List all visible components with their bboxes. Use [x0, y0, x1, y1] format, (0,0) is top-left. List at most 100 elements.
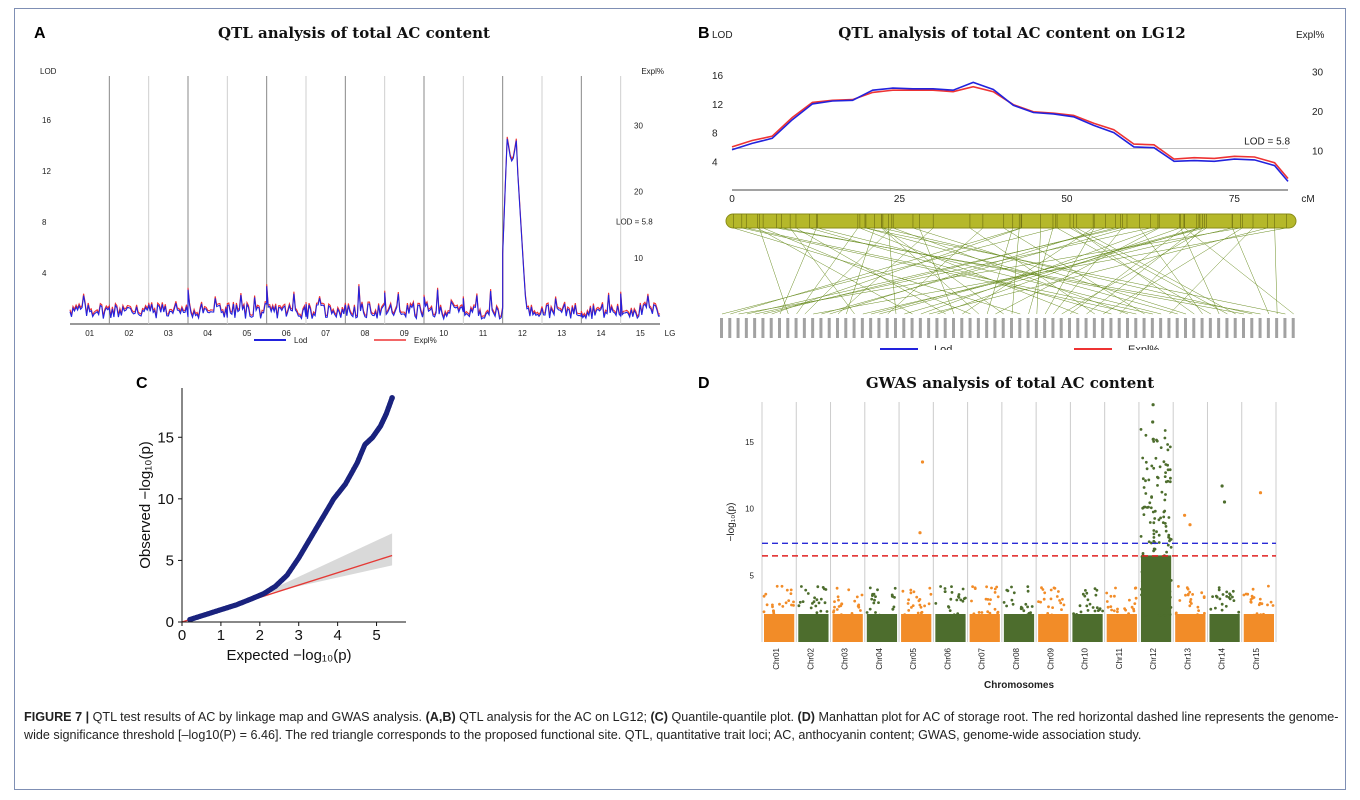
panel-d-point: [1127, 612, 1130, 616]
panel-d-point: [927, 602, 931, 606]
panel-d-point: [977, 611, 981, 614]
panel-b-marker-link: [1069, 227, 1228, 315]
panel-b-marker-link: [887, 227, 984, 315]
panel-d-point: [1258, 597, 1262, 601]
panel-d-chart: D GWAS analysis of total AC content Chr0…: [698, 374, 1277, 691]
caption-intro: QTL test results of AC by linkage map an…: [92, 710, 423, 724]
panel-d-point: [816, 585, 820, 589]
panel-d-chr-label: Chr02: [806, 647, 815, 669]
panel-b-marker-link: [881, 227, 980, 315]
panel-b-marker-label: [918, 318, 922, 338]
panel-d-point: [1152, 536, 1156, 539]
panel-d-point: [1101, 609, 1104, 613]
panel-d-point: [1005, 604, 1008, 608]
panel-b-marker-label: [877, 318, 881, 338]
panel-d-point: [1220, 602, 1224, 606]
panel-b-marker-label: [836, 318, 839, 338]
panel-a-xtick: 06: [282, 329, 291, 338]
panel-b-marker-link: [995, 227, 1160, 315]
panel-d-point: [1148, 521, 1152, 524]
panel-d-point: [1006, 589, 1010, 593]
panel-d-point: [1010, 598, 1014, 602]
panel-d-point: [868, 586, 872, 590]
panel-d-point: [809, 606, 813, 610]
panel-a-ylabel: LOD: [40, 67, 57, 76]
panel-a-expl-line: [69, 136, 661, 319]
panel-d-point: [1095, 588, 1099, 592]
panel-b-marker-label: [1208, 318, 1212, 338]
panel-b-marker-label: [1010, 318, 1013, 338]
panel-d-point: [1148, 501, 1152, 505]
panel-d-point: [832, 609, 836, 613]
panel-d-chr-label: Chr15: [1252, 647, 1261, 669]
panel-b: B QTL analysis of total AC content on LG…: [692, 18, 1344, 350]
panel-d-point: [1150, 495, 1153, 499]
panel-a-xtick: 15: [636, 329, 645, 338]
panel-d-point: [949, 597, 953, 601]
panel-b-marker-label: [1001, 318, 1005, 338]
panel-b-marker-label: [1076, 318, 1080, 338]
panel-d-point: [893, 596, 896, 599]
panel-b-marker-label: [935, 318, 939, 338]
panel-b-y2tick: 10: [1312, 147, 1324, 158]
panel-d-point: [1043, 591, 1047, 595]
panel-d-point: [853, 599, 857, 603]
panel-b-marker-link: [721, 227, 1056, 315]
panel-a-xtick: 09: [400, 329, 409, 338]
panel-d-point: [1041, 588, 1045, 591]
panel-d-point: [877, 601, 880, 604]
panel-d-chr12-dense: [1140, 555, 1172, 614]
panel-d-point: [972, 612, 976, 616]
panel-b-marker-link: [888, 227, 897, 315]
panel-b-marker-link: [920, 227, 1159, 315]
panel-d-point: [772, 609, 775, 613]
panel-d-point: [1214, 606, 1217, 610]
panel-b-marker-label: [1051, 318, 1055, 338]
panel-b-marker-label: [1059, 318, 1063, 338]
panel-d-chr-band: [1209, 614, 1240, 642]
panel-d-point: [765, 603, 769, 607]
panel-b-marker-label: [769, 318, 773, 338]
panel-d-point: [1145, 467, 1149, 471]
panel-d-point: [961, 599, 965, 603]
panel-b-xtick-unit: cM: [1301, 194, 1314, 205]
panel-d-point: [1163, 429, 1167, 432]
panel-d-point: [1139, 535, 1143, 538]
panel-d-point: [1039, 600, 1042, 604]
panel-b-marker-link: [1086, 227, 1197, 315]
panel-d-point: [1163, 475, 1167, 478]
panel-d: D GWAS analysis of total AC content Chr0…: [692, 366, 1344, 696]
panel-d-point: [1154, 456, 1158, 460]
panel-d-notable-point: [1258, 491, 1263, 495]
panel-b-marker-link: [882, 227, 1004, 315]
panel-b-xtick: 25: [894, 194, 906, 205]
panel-d-point: [815, 611, 819, 615]
panel-d-point: [873, 598, 876, 602]
panel-d-point: [1095, 606, 1099, 610]
panel-d-point: [1214, 594, 1218, 598]
panel-d-point: [1144, 479, 1147, 483]
panel-b-marker-label: [968, 318, 972, 338]
panel-b-marker-label: [720, 318, 723, 338]
panel-d-point: [1059, 601, 1063, 605]
panel-d-point: [1152, 521, 1156, 525]
panel-b-marker-link: [871, 227, 1205, 315]
caption-d-text: Manhattan plot for AC of storage root. T…: [24, 710, 1339, 742]
panel-d-point: [919, 605, 923, 609]
panel-d-point: [833, 600, 836, 603]
panel-d-point: [837, 605, 841, 608]
panel-d-point: [1251, 587, 1255, 591]
panel-b-marker-label: [927, 318, 931, 338]
panel-d-chr-band: [1003, 614, 1035, 642]
panel-d-point: [1147, 505, 1150, 509]
panel-b-marker-link: [789, 227, 855, 315]
panel-b-marker-link: [937, 227, 1180, 315]
panel-d-chr-label: Chr06: [944, 647, 953, 669]
panel-d-point: [1105, 600, 1109, 603]
panel-b-marker-link: [779, 227, 817, 315]
panel-b-marker-label: [869, 318, 873, 338]
panel-d-point: [1185, 586, 1189, 590]
panel-d-chr-band: [1175, 614, 1206, 642]
panel-d-point: [1142, 513, 1146, 516]
panel-d-chr-label: Chr11: [1115, 647, 1124, 669]
